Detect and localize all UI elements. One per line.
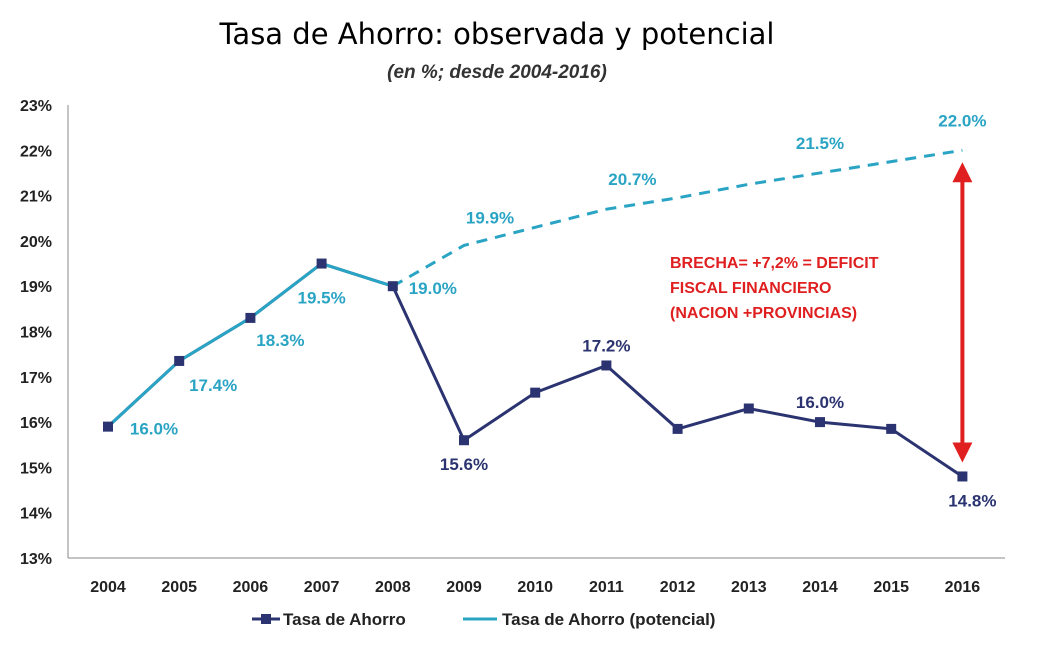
y-tick-label: 22%	[20, 143, 52, 160]
data-point	[245, 312, 256, 323]
data-point	[459, 435, 469, 446]
gap-annotation-text: FISCAL FINANCIERO	[670, 280, 831, 297]
data-label-potencial: 19.0%	[409, 279, 457, 298]
x-tick-label: 2012	[660, 579, 696, 596]
data-label-tasa-de-ahorro: 16.0%	[796, 393, 844, 412]
series-markers	[103, 258, 968, 482]
data-label-potencial: 17.4%	[189, 376, 237, 395]
x-tick-label: 2013	[731, 579, 767, 596]
data-label-tasa-de-ahorro: 15.6%	[440, 455, 488, 474]
x-tick-label: 2006	[233, 579, 269, 596]
y-tick-label: 14%	[20, 506, 52, 523]
data-point	[743, 403, 754, 414]
x-tick-label: 2004	[90, 579, 126, 596]
data-label-potencial: 20.7%	[608, 170, 656, 189]
y-tick-label: 23%	[20, 98, 52, 115]
data-point	[174, 355, 185, 366]
data-label-potencial: 19.5%	[297, 289, 345, 308]
data-label-potencial: 22.0%	[938, 111, 986, 130]
legend-label-tasa-de-ahorro: Tasa de Ahorro	[283, 610, 406, 629]
data-point	[387, 281, 398, 292]
data-label-potencial: 21.5%	[796, 134, 844, 153]
data-point	[672, 423, 683, 434]
data-point	[103, 421, 113, 432]
y-tick-label: 20%	[20, 234, 52, 251]
x-tick-label: 2016	[945, 579, 981, 596]
x-tick-label: 2011	[589, 579, 624, 596]
data-label-potencial: 19.9%	[466, 208, 514, 227]
data-point	[815, 417, 825, 428]
x-tick-label: 2015	[873, 579, 909, 596]
x-tick-label: 2010	[517, 579, 553, 596]
y-tick-label: 21%	[20, 189, 52, 206]
chart-subtitle: (en %; desde 2004-2016)	[387, 62, 607, 83]
data-label-tasa-de-ahorro: 17.2%	[582, 336, 630, 355]
x-tick-label: 2005	[161, 579, 197, 596]
series-line-tasa-de-ahorro	[106, 261, 964, 478]
gap-annotation-text: BRECHA= +7,2% = DEFICIT	[670, 255, 879, 272]
legend-marker-tasa-de-ahorro	[261, 614, 271, 624]
gap-annotation-text: (NACION +PROVINCIAS)	[670, 305, 857, 322]
legend-label-potencial: Tasa de Ahorro (potencial)	[502, 610, 715, 629]
x-tick-label: 2009	[446, 579, 482, 596]
data-point	[316, 258, 327, 269]
legend: Tasa de Ahorro Tasa de Ahorro (potencial)	[252, 610, 715, 629]
y-tick-label: 13%	[20, 551, 52, 568]
gap-arrow-head-down	[952, 442, 973, 463]
data-point	[530, 387, 541, 398]
data-point	[886, 423, 897, 434]
y-tick-label: 19%	[20, 279, 52, 296]
data-label-potencial: 16.0%	[130, 420, 178, 439]
data-point	[957, 471, 968, 482]
y-tick-label: 16%	[20, 415, 52, 432]
chart-title: Tasa de Ahorro: observada y potencial	[219, 17, 775, 51]
data-point	[601, 360, 612, 371]
x-tick-label: 2008	[375, 579, 411, 596]
data-label-potencial: 18.3%	[256, 331, 304, 350]
gap-arrow-head-up	[952, 162, 973, 183]
series-line-potencial-historico	[106, 261, 394, 428]
x-tick-label: 2007	[304, 579, 340, 596]
y-tick-label: 15%	[20, 460, 52, 477]
y-tick-label: 17%	[20, 370, 52, 387]
x-tick-label: 2014	[802, 579, 838, 596]
data-label-tasa-de-ahorro: 14.8%	[948, 491, 996, 510]
gap-annotation: BRECHA= +7,2% = DEFICIT FISCAL FINANCIERO…	[670, 162, 973, 463]
y-tick-label: 18%	[20, 325, 52, 342]
axes: 13% 14% 15% 16% 17% 18% 19% 20% 21% 22% 23% 2004 200…	[20, 98, 1005, 596]
data-labels: 16.0% 17.4% 18.3% 19.5% 19.0% 19.9% 20.7% 21.5%…	[130, 111, 997, 510]
